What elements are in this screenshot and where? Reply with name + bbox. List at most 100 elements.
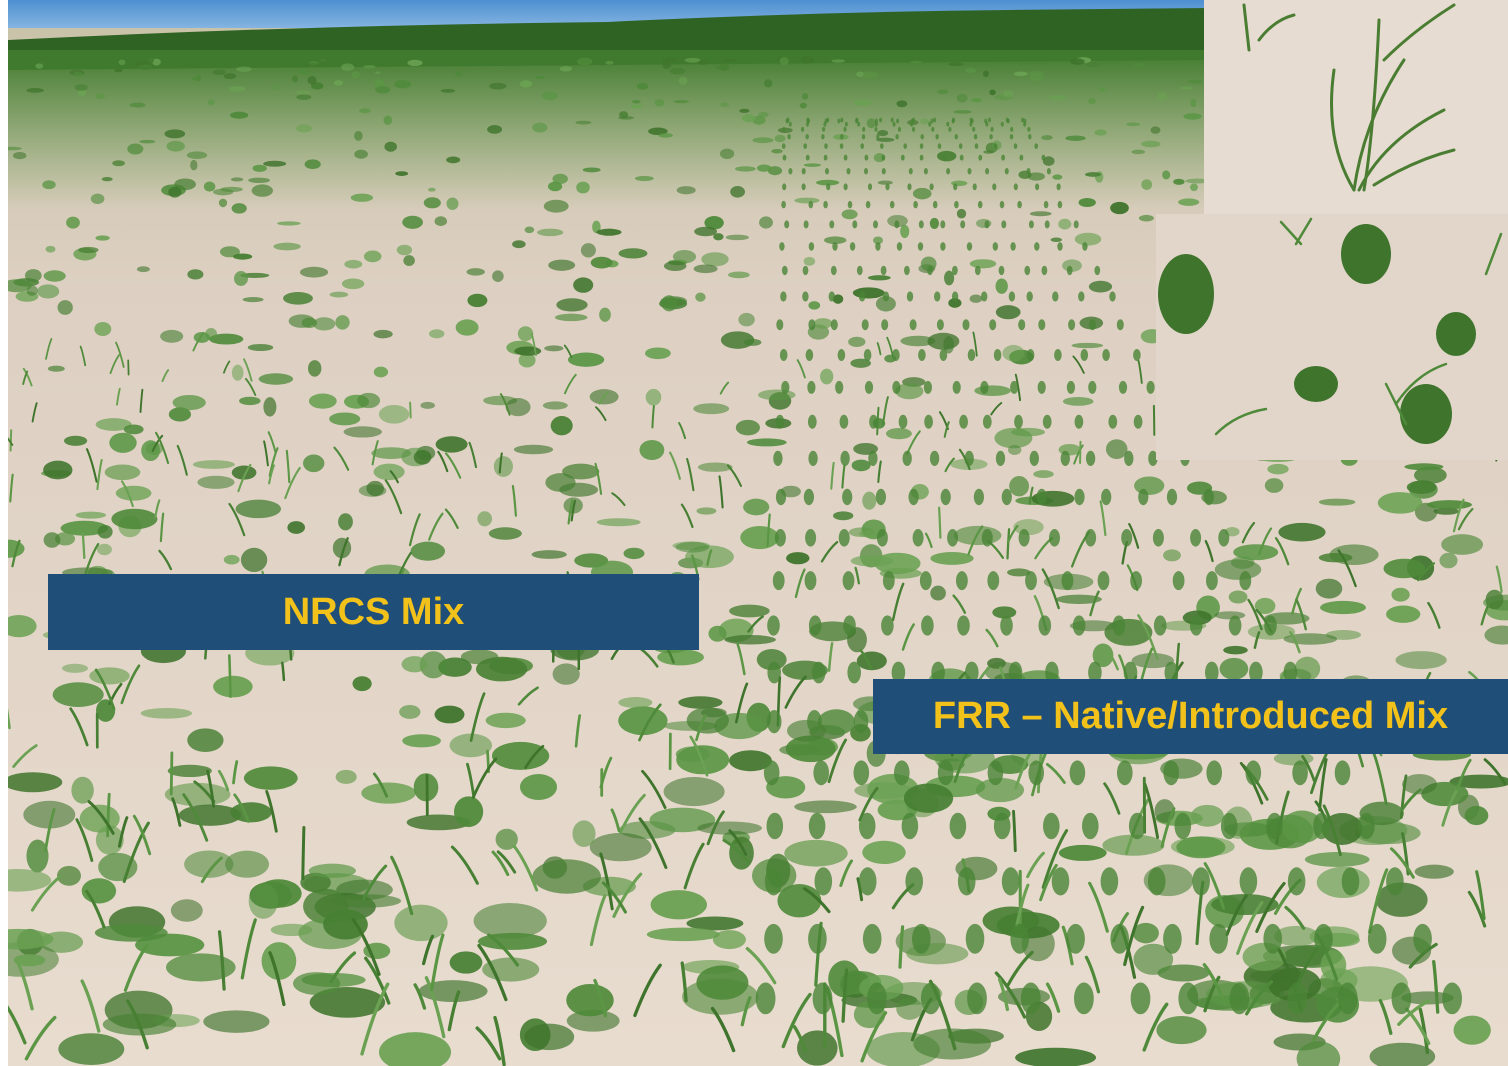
plant-clump bbox=[654, 99, 665, 107]
row-seedling bbox=[939, 349, 948, 361]
row-seedling bbox=[951, 291, 959, 302]
plant-clump bbox=[147, 57, 155, 64]
row-seedling bbox=[990, 126, 994, 132]
grass-blade bbox=[1456, 758, 1472, 791]
grass-blade bbox=[841, 968, 849, 1023]
row-seedling bbox=[946, 168, 951, 175]
plant-clump bbox=[344, 259, 363, 269]
row-seedling bbox=[780, 291, 787, 302]
plant-clump bbox=[725, 234, 750, 241]
plant-clump bbox=[45, 245, 56, 253]
row-seedling bbox=[1266, 812, 1283, 840]
plant-clump bbox=[618, 248, 648, 259]
plant-clump bbox=[63, 435, 88, 446]
row-seedling bbox=[892, 380, 901, 394]
row-seedling bbox=[952, 265, 958, 276]
plant-clump bbox=[800, 56, 814, 64]
plant-clump bbox=[213, 675, 253, 698]
plant-clump bbox=[224, 850, 270, 878]
plant-clump bbox=[340, 63, 355, 71]
plant-clump bbox=[877, 180, 893, 185]
grass-blade bbox=[511, 484, 517, 517]
plant-clump bbox=[1179, 86, 1193, 90]
row-seedling bbox=[1138, 488, 1149, 506]
plant-clump bbox=[712, 930, 746, 950]
plant-clump bbox=[983, 150, 994, 154]
plant-clump bbox=[673, 100, 689, 104]
row-seedling bbox=[1189, 615, 1203, 636]
plant-clump bbox=[1134, 476, 1165, 495]
row-seedling bbox=[1178, 982, 1199, 1015]
row-seedling bbox=[1008, 291, 1016, 302]
row-seedling bbox=[954, 134, 958, 140]
row-seedling bbox=[995, 450, 1006, 466]
plant-clump bbox=[1007, 568, 1031, 577]
row-seedling bbox=[844, 121, 848, 127]
plant-clump bbox=[449, 733, 493, 758]
plant-clump bbox=[263, 160, 287, 167]
plant-clump bbox=[1042, 156, 1055, 166]
plant-clump bbox=[953, 110, 972, 114]
grass-blade bbox=[491, 850, 510, 877]
plant-clump bbox=[335, 315, 350, 330]
grass-blade bbox=[1204, 540, 1214, 563]
row-seedling bbox=[993, 349, 1002, 361]
row-seedling bbox=[862, 126, 866, 132]
plant-clump bbox=[513, 444, 554, 455]
plant-clump bbox=[547, 181, 563, 192]
plant-clump bbox=[596, 228, 622, 236]
plant-clump bbox=[407, 59, 423, 67]
row-seedling bbox=[937, 760, 954, 786]
plant-clump bbox=[104, 464, 141, 481]
plant-clump bbox=[1377, 492, 1423, 514]
row-seedling bbox=[804, 571, 817, 591]
grass-blade bbox=[858, 787, 879, 822]
row-seedling bbox=[972, 126, 976, 132]
row-seedling bbox=[755, 982, 776, 1015]
row-seedling bbox=[1026, 291, 1033, 302]
grass-blade bbox=[718, 475, 724, 509]
row-seedling bbox=[1391, 982, 1412, 1015]
plant-clump bbox=[982, 70, 989, 77]
row-seedling bbox=[846, 168, 851, 175]
plant-clump bbox=[920, 256, 937, 272]
row-seedling bbox=[1082, 812, 1099, 840]
plant-clump bbox=[1386, 605, 1421, 623]
plant-clump bbox=[820, 368, 834, 385]
plant-clump bbox=[948, 298, 962, 308]
frr-mix-label-text: FRR – Native/Introduced Mix bbox=[932, 695, 1449, 737]
plant-clump bbox=[862, 840, 906, 865]
plant-clump bbox=[650, 890, 707, 920]
row-seedling bbox=[940, 220, 946, 229]
grass-blade bbox=[1427, 601, 1441, 629]
plant-clump bbox=[319, 58, 327, 63]
grass-blade bbox=[722, 838, 750, 864]
row-seedling bbox=[826, 183, 831, 191]
row-seedling bbox=[830, 265, 837, 276]
row-seedling bbox=[801, 168, 806, 175]
plant-clump bbox=[876, 137, 895, 142]
plant-clump bbox=[127, 143, 144, 155]
row-seedling bbox=[867, 982, 887, 1015]
plant-clump bbox=[974, 385, 1011, 396]
grass-blade bbox=[618, 793, 646, 834]
row-seedling bbox=[764, 867, 783, 896]
plant-clump bbox=[258, 373, 294, 385]
plant-clump bbox=[187, 269, 204, 280]
plant-clump bbox=[678, 696, 723, 709]
plant-clump bbox=[774, 134, 786, 143]
grass-blade bbox=[938, 506, 942, 539]
grass-blade bbox=[830, 461, 835, 490]
plant-clump bbox=[1278, 522, 1326, 542]
row-seedling bbox=[856, 265, 863, 276]
plant-clump bbox=[735, 419, 760, 436]
plant-clump bbox=[1050, 237, 1063, 243]
plant-clump bbox=[517, 326, 534, 342]
plant-clump bbox=[428, 329, 445, 339]
grass-blade bbox=[796, 359, 806, 379]
plant-clump bbox=[140, 707, 193, 719]
grass-blade bbox=[1089, 590, 1100, 617]
row-seedling bbox=[957, 867, 976, 896]
plant-clump bbox=[251, 184, 273, 197]
plant-clump bbox=[910, 60, 923, 64]
